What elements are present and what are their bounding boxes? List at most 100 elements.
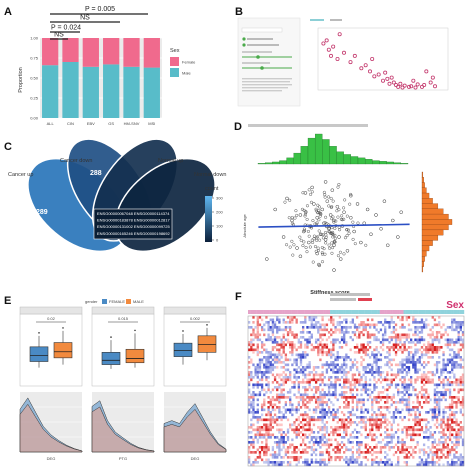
heatmap-cell	[418, 403, 421, 407]
heatmap-cell	[451, 463, 454, 467]
heatmap-cell	[444, 406, 447, 409]
heatmap-cell	[429, 451, 432, 454]
heatmap-cell	[401, 358, 404, 362]
heatmap-cell	[392, 411, 396, 414]
heatmap-cell	[293, 451, 296, 454]
heatmap-cell	[325, 368, 329, 372]
panel-d-y-axis-label: Absolute age	[242, 214, 247, 238]
heatmap-cell	[314, 438, 318, 442]
heatmap-cell	[340, 386, 344, 389]
heatmap-cell	[325, 431, 329, 434]
legend-swatch-female	[102, 299, 107, 304]
heatmap-cell	[302, 441, 305, 444]
heatmap-cell	[280, 418, 283, 422]
heatmap-cell	[368, 433, 372, 437]
heatmap-cell	[340, 456, 344, 459]
heatmap-cell	[405, 431, 408, 434]
heatmap-cell	[343, 326, 346, 329]
heatmap-cell	[293, 421, 296, 424]
heatmap-cell	[314, 391, 318, 394]
annotation-cell	[321, 310, 324, 314]
heatmap-cell	[433, 383, 437, 387]
heatmap-cell	[384, 356, 387, 359]
scatter-point	[399, 210, 403, 214]
heatmap-cell	[414, 366, 417, 369]
heatmap-cell	[420, 406, 424, 409]
heatmap-cell	[435, 368, 439, 372]
heatmap-cell	[299, 336, 303, 339]
heatmap-cell	[414, 381, 417, 384]
heatmap-cell	[278, 396, 281, 399]
heatmap-cell	[332, 331, 335, 334]
histogram-bar	[357, 157, 366, 165]
heatmap-cell	[314, 371, 318, 374]
scatter-point	[331, 199, 335, 203]
scatter-point	[310, 190, 314, 194]
box-female	[29, 346, 49, 362]
heatmap-cell	[435, 363, 439, 367]
heatmap-cell	[356, 346, 359, 349]
heatmap-cell	[414, 418, 417, 422]
heatmap-cell	[286, 368, 290, 372]
heatmap-cell	[414, 363, 417, 367]
heatmap-cell	[379, 371, 383, 374]
scatter-point	[331, 235, 335, 239]
heatmap-cell	[384, 321, 387, 324]
heatmap-cell	[286, 321, 290, 324]
heatmap-cell	[289, 463, 292, 467]
heatmap-cell	[304, 451, 307, 454]
heatmap-cell	[269, 353, 272, 357]
heatmap-cell	[381, 341, 385, 344]
heatmap-cell	[444, 438, 447, 442]
heatmap-cell	[360, 463, 363, 467]
heatmap-cell	[455, 361, 458, 364]
heatmap-cell	[325, 411, 329, 414]
heatmap-cell	[407, 398, 411, 402]
heatmap-cell	[356, 366, 359, 369]
heatmap-cell	[347, 463, 350, 467]
heatmap-cell	[394, 431, 398, 434]
heatmap-cell	[435, 403, 439, 407]
heatmap-cell	[304, 461, 307, 464]
heatmap-cell	[345, 426, 348, 429]
heatmap-cell	[319, 341, 322, 344]
heatmap-cell	[353, 373, 357, 377]
heatmap-cell	[371, 461, 374, 464]
heatmap-cell	[386, 363, 389, 367]
heatmap-cell	[375, 356, 378, 359]
heatmap-cell	[427, 393, 430, 397]
heatmap-cell	[412, 426, 415, 429]
heatmap-cell	[399, 378, 402, 382]
heatmap-cell	[336, 446, 339, 449]
heatmap-cell	[368, 346, 372, 349]
heatmap-cell	[394, 451, 398, 454]
heatmap-cell	[340, 328, 344, 332]
heatmap-cell	[265, 383, 268, 387]
heatmap-cell	[332, 433, 335, 437]
heatmap-cell	[422, 443, 426, 447]
heatmap-cell	[252, 316, 255, 319]
heatmap-cell	[366, 363, 370, 367]
heatmap-cell	[446, 346, 450, 349]
colorbar-tick-label: 300	[216, 196, 223, 201]
heatmap-cell	[420, 426, 424, 429]
heatmap-cell	[425, 376, 428, 379]
heatmap-cell	[340, 321, 344, 324]
heatmap-cell	[435, 366, 439, 369]
heatmap-cell	[345, 423, 348, 427]
heatmap-cell	[446, 436, 450, 439]
heatmap-cell	[306, 463, 309, 467]
heatmap-cell	[330, 353, 333, 357]
heatmap-cell	[286, 438, 290, 442]
heatmap-cell	[340, 326, 344, 329]
heatmap-cell	[420, 388, 424, 392]
heatmap-cell	[252, 413, 255, 417]
heatmap-cell	[388, 341, 391, 344]
scatter-point	[336, 185, 340, 189]
heatmap-cell	[442, 371, 445, 374]
heatmap-cell	[381, 348, 385, 352]
colorbar	[205, 196, 212, 242]
heatmap-cell	[425, 431, 428, 434]
heatmap-cell	[405, 408, 408, 412]
heatmap-cell	[278, 326, 281, 329]
